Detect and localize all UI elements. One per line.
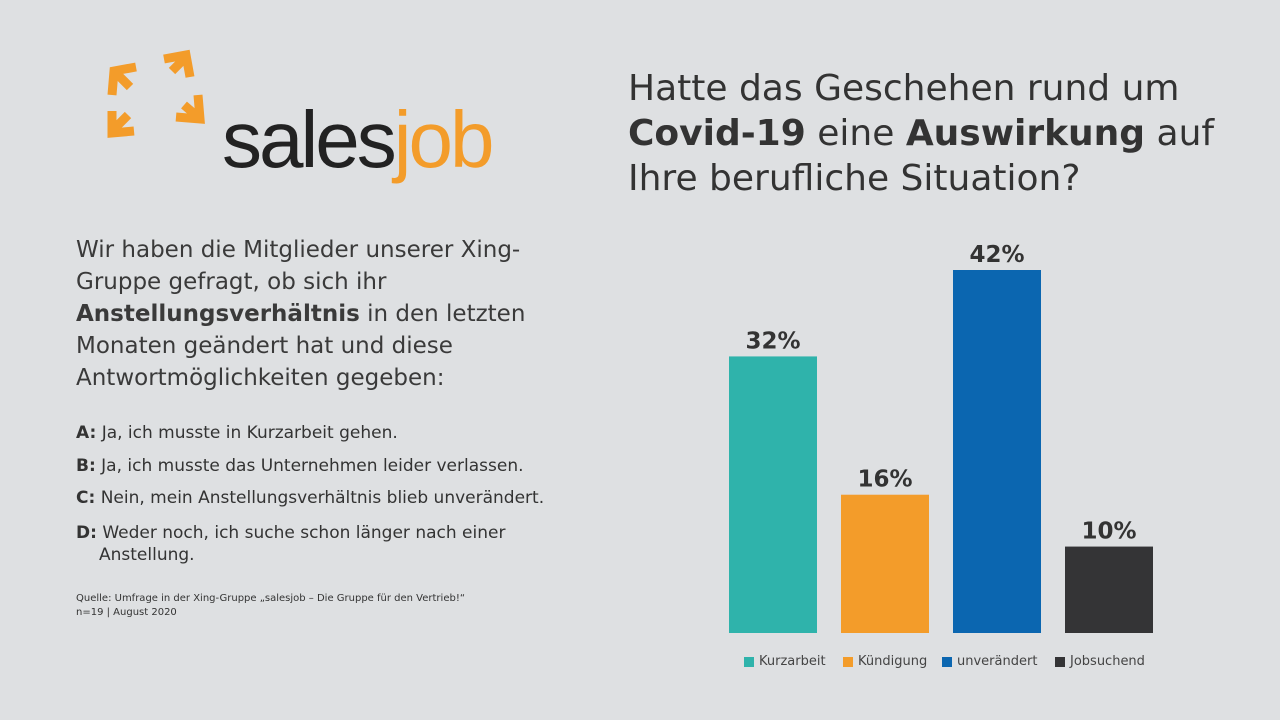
legend-item: Kündigung — [843, 654, 927, 669]
bar-kündigung — [841, 494, 929, 633]
legend-swatch — [843, 656, 853, 667]
intro-bold: Anstellungsverhältnis — [76, 301, 360, 327]
logo-word-sales: sales — [222, 95, 397, 184]
intro-part1: Wir haben die Mitglieder unserer Xing-Gr… — [76, 237, 521, 295]
legend-label: Kurzarbeit — [759, 654, 826, 669]
option-b: B: Ja, ich musste das Unternehmen leider… — [76, 455, 576, 477]
legend-swatch — [744, 656, 754, 667]
bar-kurzarbeit — [729, 356, 817, 633]
option-text: Ja, ich musste in Kurzarbeit gehen. — [101, 423, 398, 443]
option-key: B: — [76, 456, 96, 476]
title-part1: Hatte das Geschehen rund um — [628, 68, 1180, 109]
logo-word-job: job — [393, 95, 495, 184]
option-c: C: Nein, mein Anstellungsverhältnis blie… — [76, 487, 576, 509]
bar-jobsuchend — [1065, 546, 1153, 633]
brand-logo-text: salesjob — [222, 100, 495, 180]
option-text: Ja, ich musste das Unternehmen leider ve… — [101, 456, 524, 476]
source-line2: n=19 | August 2020 — [76, 607, 177, 618]
data-label: 16% — [857, 467, 912, 493]
legend-swatch — [1055, 656, 1065, 667]
chart-title: Hatte das Geschehen rund um Covid-19 ein… — [628, 66, 1268, 201]
intro-part2: in den letzten Monaten geändert hat und … — [76, 301, 526, 391]
title-bold1: Covid-19 — [628, 113, 806, 154]
legend-item: Jobsuchend — [1055, 654, 1145, 669]
option-text: Nein, mein Anstellungsverhältnis blieb u… — [100, 488, 545, 508]
option-a: A: Ja, ich musste in Kurzarbeit gehen. — [76, 422, 576, 444]
bar-unverändert — [953, 270, 1041, 633]
legend-label: Kündigung — [858, 654, 928, 669]
intro-paragraph: Wir haben die Mitglieder unserer Xing-Gr… — [76, 234, 566, 394]
option-key: A: — [76, 423, 97, 443]
legend-label: unverändert — [957, 654, 1038, 669]
legend-item: unverändert — [942, 654, 1037, 669]
option-d: D: Weder noch, ich suche schon länger na… — [76, 522, 576, 566]
four-outward-arrows-icon — [107, 49, 205, 138]
data-label: 32% — [745, 328, 800, 354]
option-text: Weder noch, ich suche schon länger nach … — [102, 523, 506, 543]
source-note: Quelle: Umfrage in der Xing-Gruppe „sale… — [76, 592, 596, 620]
data-label: 42% — [969, 242, 1024, 268]
option-key: C: — [76, 488, 96, 508]
title-part3: auf — [1156, 113, 1215, 154]
title-part2: eine — [817, 113, 895, 154]
legend-item: Kurzarbeit — [744, 654, 826, 669]
option-text-continued: Anstellung. — [99, 545, 195, 565]
data-label: 10% — [1081, 519, 1136, 545]
legend-label: Jobsuchend — [1070, 654, 1145, 669]
option-key: D: — [76, 523, 97, 543]
title-line3: Ihre berufliche Situation? — [628, 158, 1081, 199]
legend-swatch — [942, 656, 952, 667]
source-line1: Quelle: Umfrage in der Xing-Gruppe „sale… — [76, 593, 466, 604]
title-bold2: Auswirkung — [905, 113, 1146, 154]
